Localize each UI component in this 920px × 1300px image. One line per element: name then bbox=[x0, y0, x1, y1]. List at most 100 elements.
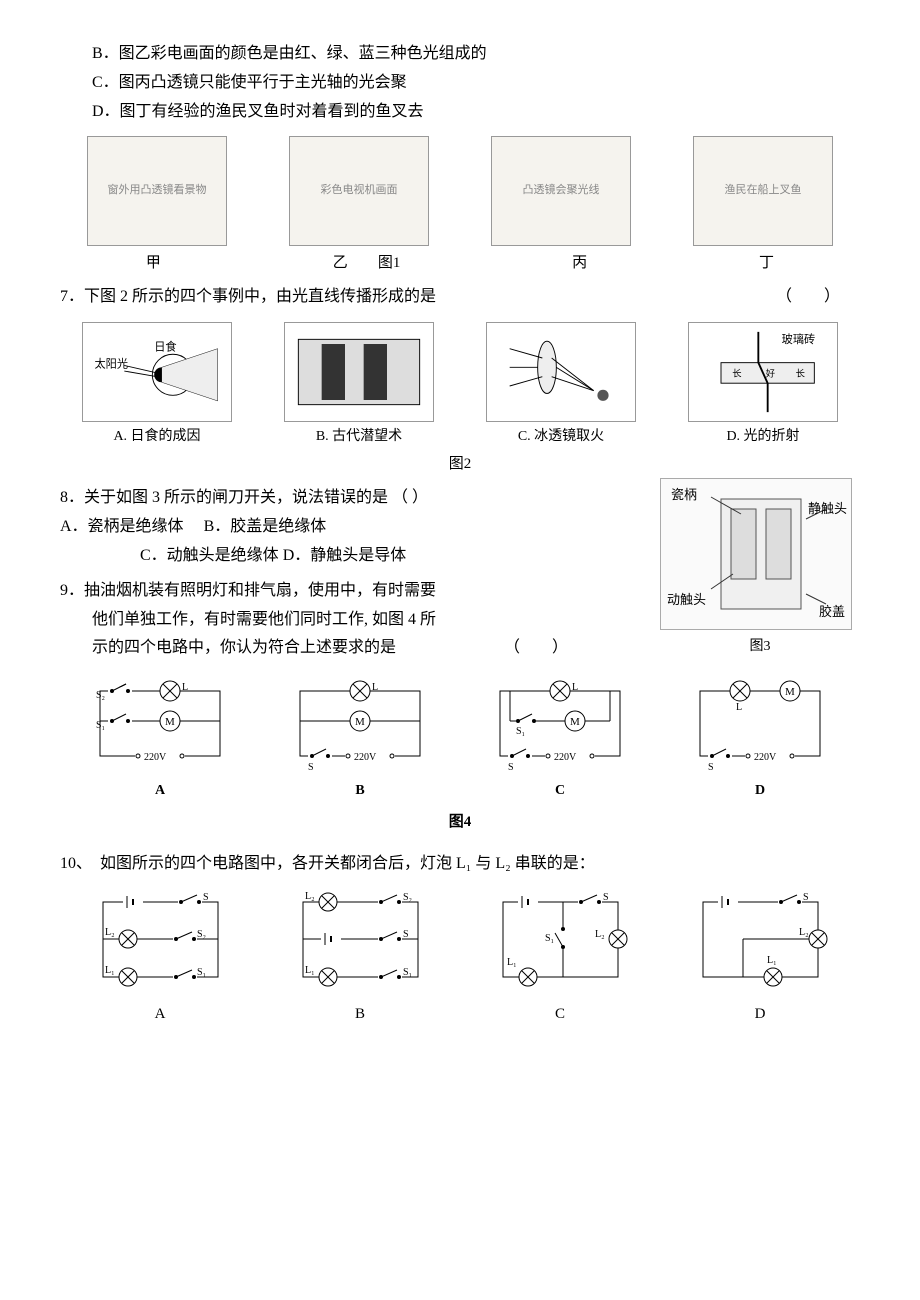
svg-text:S₂: S₂ bbox=[96, 690, 105, 701]
q10-circuit-b: L₂ S₂ S L₁ S₁ bbox=[283, 887, 438, 997]
q9-opt-c: C bbox=[555, 778, 565, 803]
circuit-b: L M S 220V bbox=[280, 676, 440, 776]
svg-text:L₁: L₁ bbox=[105, 965, 115, 976]
fig2-label: 图2 bbox=[60, 451, 860, 478]
svg-text:S: S bbox=[708, 762, 714, 773]
q10-circuit-c: S S₁ L₂ L₁ bbox=[483, 887, 638, 997]
q10-text: 如图所示的四个电路图中，各开关都闭合后，灯泡 L₁ 与 L₂ 串联的是： bbox=[100, 855, 595, 872]
svg-text:L₂: L₂ bbox=[305, 891, 315, 902]
q7-opt-b: B. 古代潜望术 bbox=[316, 424, 402, 449]
q9-opt-d: D bbox=[755, 778, 765, 803]
svg-text:L₁: L₁ bbox=[305, 965, 315, 976]
fig1-ding-image: 渔民在船上叉鱼 bbox=[693, 136, 833, 246]
svg-text:L: L bbox=[736, 702, 742, 713]
svg-text:S₁: S₁ bbox=[96, 720, 105, 731]
q8-opt-a: A．瓷柄是绝缘体 bbox=[60, 518, 184, 535]
fig2-a: 太阳光 日食 地球 bbox=[82, 322, 232, 422]
q7-opt-c: C. 冰透镜取火 bbox=[518, 424, 604, 449]
q10-opt-a: A bbox=[155, 1001, 166, 1028]
fig2-c bbox=[486, 322, 636, 422]
q7-text: 下图 2 所示的四个事例中，由光直线传播形成的是 bbox=[84, 288, 436, 305]
question-7: 7．下图 2 所示的四个事例中，由光直线传播形成的是 （ ） bbox=[60, 283, 860, 312]
fig3-label: 图3 bbox=[660, 634, 860, 659]
svg-text:L: L bbox=[572, 682, 578, 693]
fig1-label-yi: 乙 bbox=[333, 255, 348, 271]
fig1-jia-image: 窗外用凸透镜看景物 bbox=[87, 136, 227, 246]
circuit-a: S₂ L S₁ M 220V bbox=[80, 676, 240, 776]
fig3-cover-label: 胶盖 bbox=[819, 600, 845, 623]
q7-opt-d: D. 光的折射 bbox=[726, 424, 799, 449]
q9-opt-a: A bbox=[155, 778, 165, 803]
svg-text:S: S bbox=[308, 762, 314, 773]
svg-text:L₂: L₂ bbox=[595, 929, 605, 940]
svg-text:220V: 220V bbox=[354, 752, 377, 763]
q8-opt-c: C．动触头是绝缘体 bbox=[140, 547, 279, 564]
fig1-midlabel: 图1 bbox=[378, 255, 401, 271]
svg-text:S: S bbox=[203, 892, 209, 903]
figure-3: 瓷柄 静触头 动触头 胶盖 图3 bbox=[660, 478, 860, 659]
q10-opt-c: C bbox=[555, 1001, 565, 1028]
svg-text:L₁: L₁ bbox=[767, 955, 777, 966]
eclipse-label: 日食 bbox=[154, 340, 176, 354]
q9-opt-b: B bbox=[355, 778, 364, 803]
q10-opt-b: B bbox=[355, 1001, 365, 1028]
svg-text:M: M bbox=[355, 716, 365, 728]
svg-text:L₁: L₁ bbox=[507, 957, 517, 968]
svg-text:220V: 220V bbox=[144, 752, 167, 763]
fig3-porcelain-label: 瓷柄 bbox=[671, 483, 697, 506]
q10-number: 10、 bbox=[60, 855, 84, 872]
svg-text:长: 长 bbox=[796, 368, 805, 380]
svg-text:好: 好 bbox=[766, 368, 775, 380]
circuit-c: L S₁ M S 220V bbox=[480, 676, 640, 776]
q10-circuits-row: S L₂ S₂ L₁ S₁ A L₂ bbox=[60, 887, 860, 1028]
figure-2-row: 太阳光 日食 地球 A. 日食的成因 B. 古代潜望术 bbox=[60, 322, 860, 449]
q6-option-b: B．图乙彩电画面的颜色是由红、绿、蓝三种色光组成的 bbox=[92, 40, 860, 69]
fig1-label-jia: 甲 bbox=[146, 250, 161, 277]
fig2-d: 玻璃砖 长 好 长 bbox=[688, 322, 838, 422]
fig1-label-ding: 丁 bbox=[759, 250, 774, 277]
svg-text:S₂: S₂ bbox=[403, 892, 412, 903]
fig3-static-label: 静触头 bbox=[808, 497, 847, 520]
svg-text:S₂: S₂ bbox=[197, 929, 206, 940]
q9-l3: 示的四个电路中，你认为符合上述要求的是 bbox=[92, 639, 396, 656]
q7-paren: （ ） bbox=[776, 283, 840, 312]
circuit-d: L M S 220V bbox=[680, 676, 840, 776]
fig4-label: 图4 bbox=[60, 809, 860, 836]
svg-text:S₁: S₁ bbox=[197, 967, 206, 978]
fig1-yi-image: 彩色电视机画面 bbox=[289, 136, 429, 246]
svg-text:M: M bbox=[165, 716, 175, 728]
q8-opt-b: B．胶盖是绝缘体 bbox=[204, 518, 327, 535]
q9-l1: 抽油烟机装有照明灯和排气扇，使用中，有时需要 bbox=[84, 582, 436, 599]
svg-text:M: M bbox=[570, 716, 580, 728]
q9-number: 9． bbox=[60, 582, 84, 599]
figure-1-row: 窗外用凸透镜看景物 彩色电视机画面 凸透镜会聚光线 渔民在船上叉鱼 bbox=[60, 136, 860, 246]
svg-text:S₁: S₁ bbox=[516, 726, 525, 737]
svg-text:L₂: L₂ bbox=[799, 927, 809, 938]
svg-text:S: S bbox=[508, 762, 514, 773]
q10-opt-d: D bbox=[755, 1001, 766, 1028]
svg-text:M: M bbox=[785, 686, 795, 698]
q6-option-d: D．图丁有经验的渔民叉鱼时对着看到的鱼叉去 bbox=[92, 98, 860, 127]
q8-opt-d: D．静触头是导体 bbox=[283, 547, 407, 564]
fig1-labels: 甲 乙 图1 丙 丁 bbox=[60, 250, 860, 277]
svg-text:S₁: S₁ bbox=[403, 967, 412, 978]
q10-circuit-a: S L₂ S₂ L₁ S₁ bbox=[83, 887, 238, 997]
q8-text: 关于如图 3 所示的闸刀开关，说法错误的是 （ ） bbox=[84, 489, 428, 506]
fig1-bing-image: 凸透镜会聚光线 bbox=[491, 136, 631, 246]
sun-label: 太阳光 bbox=[94, 357, 128, 371]
q10-circuit-d: S L₂ L₁ bbox=[683, 887, 838, 997]
svg-text:L₂: L₂ bbox=[105, 927, 115, 938]
q7-opt-a: A. 日食的成因 bbox=[113, 424, 200, 449]
q9-paren: （ ） bbox=[504, 634, 568, 663]
fig1-label-bing: 丙 bbox=[572, 250, 587, 277]
svg-text:L: L bbox=[182, 682, 188, 693]
figure-4-row: S₂ L S₁ M 220V A L bbox=[60, 676, 860, 803]
svg-text:S₁: S₁ bbox=[545, 933, 554, 944]
question-10: 10、 如图所示的四个电路图中，各开关都闭合后，灯泡 L₁ 与 L₂ 串联的是： bbox=[60, 850, 860, 879]
q7-number: 7． bbox=[60, 288, 84, 305]
svg-text:220V: 220V bbox=[754, 752, 777, 763]
svg-text:220V: 220V bbox=[554, 752, 577, 763]
q6-option-c: C．图丙凸透镜只能使平行于主光轴的光会聚 bbox=[92, 69, 860, 98]
svg-text:L: L bbox=[372, 682, 378, 693]
q8-number: 8． bbox=[60, 489, 84, 506]
